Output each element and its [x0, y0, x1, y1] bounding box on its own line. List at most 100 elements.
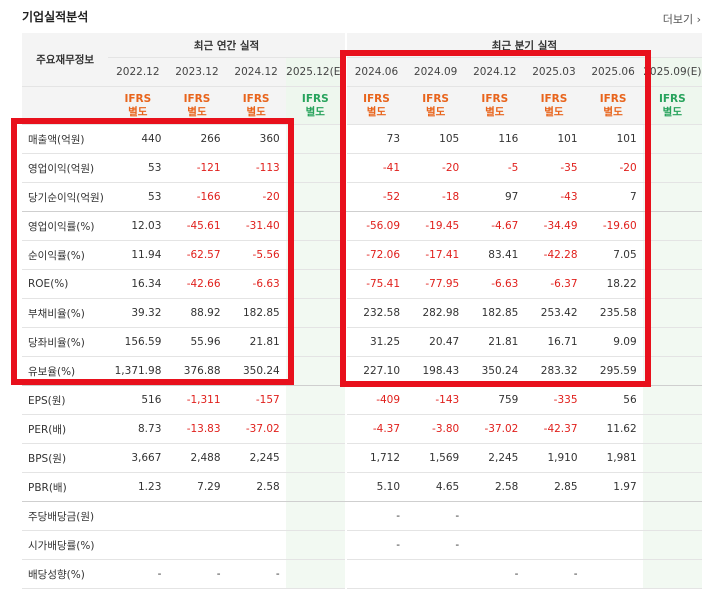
table-row: PER(배) 8.73 -13.83 -37.02 -4.37 -3.80 -37.02 -4… — [22, 414, 702, 444]
value-cell — [642, 559, 702, 589]
value-cell: 105 — [406, 124, 466, 154]
value-cell — [642, 124, 702, 154]
row-label: 영업이익(억원) — [22, 153, 109, 183]
value-cell: -35 — [524, 153, 584, 183]
ifrs-label: IFRS — [301, 92, 329, 105]
value-cell: 16.34 — [108, 269, 168, 299]
value-cell: 1.97 — [583, 472, 643, 502]
ifrs-cell: IFRS 별도 — [642, 86, 702, 125]
value-cell: 8.73 — [108, 414, 168, 444]
more-link[interactable]: 더보기 › — [662, 13, 701, 26]
value-cell: -121 — [167, 153, 227, 183]
value-cell — [285, 472, 345, 502]
value-cell: 7.05 — [583, 240, 643, 270]
ifrs-sublabel: 별도 — [485, 105, 505, 118]
row-label: 시가배당률(%) — [22, 530, 109, 560]
period-header: 2025.03 — [524, 57, 584, 87]
value-cell: - — [167, 559, 227, 589]
value-cell — [167, 501, 227, 531]
period-header: 2024.12 — [465, 57, 525, 87]
ifrs-cell: IFRS 별도 — [406, 86, 466, 125]
row-label: PER(배) — [22, 414, 109, 444]
value-cell: 16.71 — [524, 327, 584, 357]
highlight-box-quarter — [340, 50, 651, 387]
value-cell: -4.37 — [346, 414, 407, 444]
value-cell — [285, 443, 345, 473]
table-row: 당좌비율(%) 156.59 55.96 21.81 31.25 20.47 21.81 16… — [22, 327, 702, 357]
value-cell — [583, 530, 643, 560]
ifrs-sublabel: 별도 — [425, 105, 446, 118]
value-cell: 1.23 — [108, 472, 168, 502]
value-cell: 516 — [108, 385, 168, 415]
value-cell: -42.28 — [524, 240, 584, 270]
ifrs-sublabel: 별도 — [603, 105, 623, 118]
value-cell — [642, 530, 702, 560]
row-label: PBR(배) — [22, 472, 109, 502]
row-label: 매출액(억원) — [22, 124, 109, 154]
row-label-header: 주요재무정보 — [22, 33, 109, 87]
value-cell: -75.41 — [346, 269, 407, 299]
value-cell: 9.09 — [583, 327, 643, 357]
value-cell: -77.95 — [406, 269, 466, 299]
value-cell: 759 — [465, 385, 525, 415]
value-cell — [524, 530, 584, 560]
value-cell — [583, 501, 643, 531]
value-cell: 253.42 — [524, 298, 584, 328]
value-cell: -335 — [524, 385, 584, 415]
value-cell: 4.65 — [406, 472, 466, 502]
value-cell: -6.63 — [226, 269, 286, 299]
value-cell: -43 — [524, 182, 584, 212]
value-cell: -18 — [406, 182, 466, 212]
value-cell — [642, 153, 702, 183]
period-header: 2024.06 — [346, 57, 407, 87]
period-header: 2025.12(E) — [285, 57, 345, 87]
value-cell: 2,245 — [226, 443, 286, 473]
value-cell: 182.85 — [226, 298, 286, 328]
value-cell — [642, 385, 702, 415]
value-cell: 7.29 — [167, 472, 227, 502]
ifrs-label: IFRS — [540, 92, 568, 105]
value-cell — [465, 530, 525, 560]
value-cell: 282.98 — [406, 298, 466, 328]
value-cell: 235.58 — [583, 298, 643, 328]
value-cell: 39.32 — [108, 298, 168, 328]
period-header: 2025.06 — [583, 57, 643, 87]
value-cell: 7 — [583, 182, 643, 212]
value-cell: -37.02 — [465, 414, 525, 444]
value-cell — [285, 269, 345, 299]
value-cell: 1,981 — [583, 443, 643, 473]
ifrs-cell: IFRS 별도 — [465, 86, 525, 125]
value-cell: - — [108, 559, 168, 589]
table-row: ROE(%) 16.34 -42.66 -6.63 -75.41 -77.95 -6.63-… — [22, 269, 702, 299]
ifrs-label: IFRS — [363, 92, 390, 105]
value-cell: -72.06 — [346, 240, 407, 270]
value-cell — [642, 211, 702, 241]
ifrs-label: IFRS — [481, 92, 509, 105]
period-header: 2024.12 — [226, 57, 286, 87]
value-cell — [346, 559, 407, 589]
value-cell: -34.49 — [524, 211, 584, 241]
ifrs-sublabel: 별도 — [544, 105, 564, 118]
ifrs-label: IFRS — [124, 92, 152, 105]
ifrs-cell: IFRS 별도 — [285, 86, 345, 125]
table-row: 순이익률(%) 11.94 -62.57 -5.56 -72.06 -17.41 83.41… — [22, 240, 702, 270]
value-cell: -157 — [226, 385, 286, 415]
period-header: 2023.12 — [167, 57, 227, 87]
value-cell: - — [226, 559, 286, 589]
ifrs-sublabel: 별도 — [662, 105, 682, 118]
value-cell: - — [465, 559, 525, 589]
value-cell: 21.81 — [465, 327, 525, 357]
value-cell — [642, 182, 702, 212]
period-header: 2024.09 — [406, 57, 466, 87]
ifrs-sublabel: 별도 — [128, 105, 148, 118]
value-cell — [642, 501, 702, 531]
value-cell — [642, 269, 702, 299]
value-cell — [285, 559, 345, 589]
value-cell: 1,569 — [406, 443, 466, 473]
ifrs-label: IFRS — [599, 92, 627, 105]
ifrs-sublabel: 별도 — [366, 105, 387, 118]
value-cell: 2.58 — [465, 472, 525, 502]
value-cell — [108, 530, 168, 560]
value-cell: - — [406, 501, 466, 531]
value-cell: -20 — [583, 153, 643, 183]
